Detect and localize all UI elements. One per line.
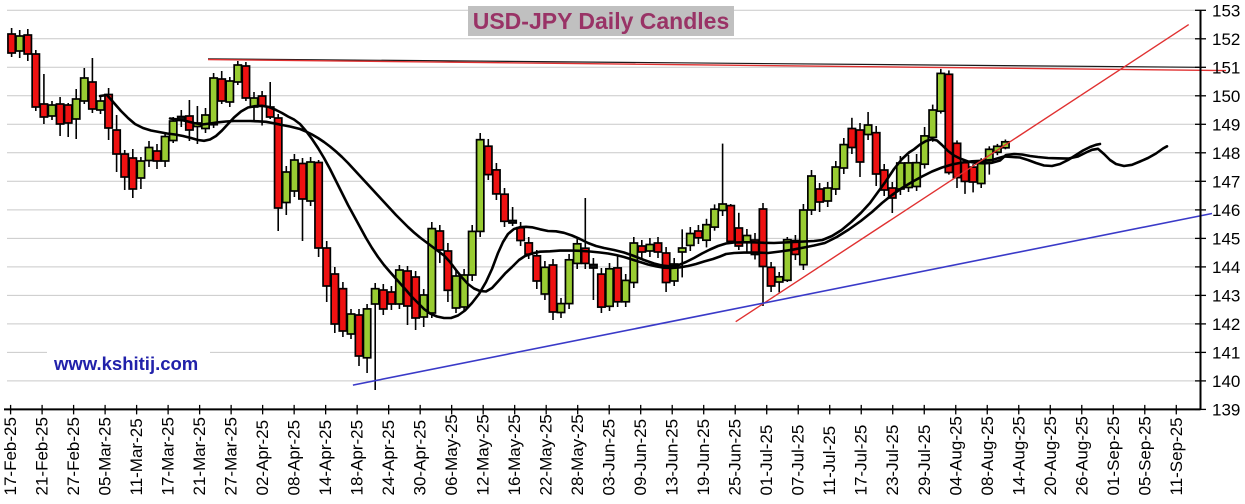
- svg-text:147: 147: [1212, 172, 1240, 191]
- svg-text:05-Mar-25: 05-Mar-25: [96, 417, 115, 495]
- svg-text:20-Aug-25: 20-Aug-25: [1041, 416, 1060, 495]
- svg-text:145: 145: [1212, 229, 1240, 248]
- svg-text:24-Apr-25: 24-Apr-25: [379, 420, 398, 496]
- svg-text:02-Apr-25: 02-Apr-25: [253, 420, 272, 496]
- svg-text:149: 149: [1212, 115, 1240, 134]
- svg-text:05-Sep-25: 05-Sep-25: [1135, 416, 1154, 495]
- svg-text:06-May-25: 06-May-25: [442, 414, 461, 495]
- svg-text:11-Sep-25: 11-Sep-25: [1167, 417, 1186, 495]
- svg-text:12-May-25: 12-May-25: [474, 414, 493, 495]
- svg-text:07-Jul-25: 07-Jul-25: [789, 425, 808, 496]
- svg-text:17-Jul-25: 17-Jul-25: [852, 425, 871, 496]
- svg-text:25-Jun-25: 25-Jun-25: [726, 419, 745, 496]
- svg-text:28-May-25: 28-May-25: [568, 414, 587, 495]
- svg-text:01-Sep-25: 01-Sep-25: [1104, 416, 1123, 495]
- svg-text:13-Jun-25: 13-Jun-25: [663, 419, 682, 496]
- svg-text:29-Jul-25: 29-Jul-25: [915, 425, 934, 496]
- svg-text:26-Aug-25: 26-Aug-25: [1072, 416, 1091, 495]
- svg-text:27-Mar-25: 27-Mar-25: [222, 417, 241, 495]
- svg-text:143: 143: [1212, 286, 1240, 305]
- svg-text:152: 152: [1212, 30, 1240, 49]
- svg-text:139: 139: [1212, 400, 1240, 419]
- svg-text:148: 148: [1212, 144, 1240, 163]
- svg-text:21-Feb-25: 21-Feb-25: [33, 417, 52, 495]
- svg-text:08-Apr-25: 08-Apr-25: [285, 420, 304, 496]
- svg-text:142: 142: [1212, 315, 1240, 334]
- svg-text:11-Jul-25: 11-Jul-25: [820, 426, 839, 496]
- svg-text:27-Feb-25: 27-Feb-25: [64, 417, 83, 495]
- svg-text:11-Mar-25: 11-Mar-25: [127, 418, 146, 495]
- svg-text:17-Feb-25: 17-Feb-25: [1, 417, 20, 495]
- svg-text:150: 150: [1212, 87, 1240, 106]
- svg-text:140: 140: [1212, 372, 1240, 391]
- svg-text:141: 141: [1212, 343, 1240, 362]
- svg-text:04-Aug-25: 04-Aug-25: [946, 416, 965, 495]
- svg-text:151: 151: [1212, 58, 1240, 77]
- svg-text:14-Apr-25: 14-Apr-25: [316, 420, 335, 496]
- svg-text:17-Mar-25: 17-Mar-25: [159, 417, 178, 495]
- svg-text:153: 153: [1212, 1, 1240, 20]
- svg-text:03-Jun-25: 03-Jun-25: [600, 419, 619, 496]
- svg-text:21-Mar-25: 21-Mar-25: [190, 417, 209, 495]
- svg-text:18-Apr-25: 18-Apr-25: [348, 420, 367, 496]
- svg-text:146: 146: [1212, 201, 1240, 220]
- svg-text:23-Jul-25: 23-Jul-25: [883, 425, 902, 496]
- svg-text:01-Jul-25: 01-Jul-25: [757, 425, 776, 496]
- svg-text:09-Jun-25: 09-Jun-25: [631, 419, 650, 496]
- svg-text:16-May-25: 16-May-25: [505, 414, 524, 495]
- svg-text:14-Aug-25: 14-Aug-25: [1009, 416, 1028, 495]
- svg-text:08-Aug-25: 08-Aug-25: [978, 416, 997, 495]
- svg-text:22-May-25: 22-May-25: [537, 414, 556, 495]
- svg-text:19-Jun-25: 19-Jun-25: [694, 419, 713, 496]
- svg-text:30-Apr-25: 30-Apr-25: [411, 420, 430, 496]
- svg-text:144: 144: [1212, 258, 1240, 277]
